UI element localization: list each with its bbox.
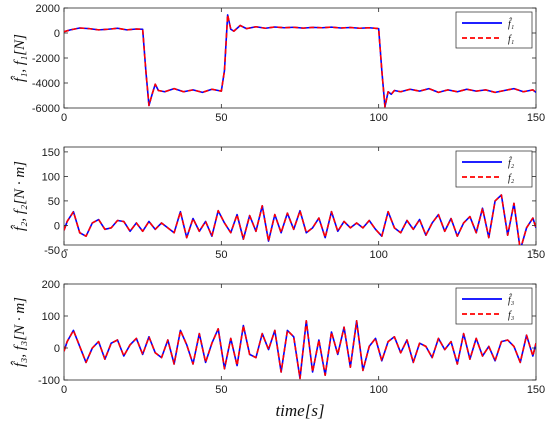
legend: f̂₂ f₂ — [455, 150, 533, 188]
x-tick-label: 100 — [369, 384, 387, 396]
x-tick-label: 0 — [61, 384, 67, 396]
legend-entry: f₃ — [508, 310, 515, 321]
y-tick-label: -2000 — [32, 53, 60, 65]
legend-entry: f̂₃ — [508, 293, 515, 306]
legend-box — [455, 11, 533, 49]
legend-entry: f₂ — [508, 173, 515, 184]
legend-box — [455, 150, 533, 188]
x-tick-label: 50 — [215, 384, 227, 396]
y-axis-label: f̂₂, f₂[N · m] — [11, 161, 28, 231]
y-axis-label: f̂₃, f₃[N · m] — [11, 297, 28, 367]
panel-1: 0 50 100 150 2000 0 -2000 -4000 -6000 f̂₁, f₁[N] f… — [11, 3, 545, 124]
y-tick-label: -4000 — [32, 78, 60, 90]
legend: f̂₁ f₁ — [455, 11, 533, 49]
x-tick-label: 100 — [369, 112, 387, 124]
y-tick-label: -50 — [44, 245, 60, 257]
y-tick-label: 0 — [54, 220, 60, 232]
x-tick-label: 0 — [61, 112, 67, 124]
y-axis-label: f̂₁, f₁[N] — [11, 34, 28, 82]
legend-entry: f₁ — [508, 34, 514, 45]
legend-box — [455, 287, 533, 325]
series-line-actual — [64, 14, 536, 108]
y-tick-label: 50 — [48, 196, 60, 208]
x-tick-label: 100 — [369, 249, 387, 261]
y-tick-label: -6000 — [32, 103, 60, 115]
y-tick-label: 0 — [54, 28, 60, 40]
legend-entry: f̂₂ — [508, 156, 515, 169]
y-tick-label: 100 — [42, 171, 60, 183]
y-tick-label: 150 — [42, 147, 60, 159]
y-tick-label: -100 — [38, 375, 60, 387]
y-tick-label: 100 — [42, 311, 60, 323]
x-tick-label: 150 — [527, 384, 545, 396]
legend: f̂₃ f₃ — [455, 287, 533, 325]
x-tick-label: 150 — [527, 249, 545, 261]
series-line-actual — [64, 320, 536, 380]
x-axis-label: time[s] — [275, 401, 324, 420]
x-tick-label: 50 — [215, 249, 227, 261]
x-tick-label: 150 — [527, 112, 545, 124]
y-tick-label: 2000 — [36, 3, 60, 15]
legend-entry: f̂₁ — [508, 17, 514, 30]
x-tick-label: 50 — [215, 112, 227, 124]
series-line-estimate — [64, 194, 536, 245]
plot-area-frame — [63, 146, 537, 246]
y-tick-label: 200 — [42, 279, 60, 291]
y-tick-label: 0 — [54, 343, 60, 355]
x-tick-label: 0 — [61, 249, 67, 261]
